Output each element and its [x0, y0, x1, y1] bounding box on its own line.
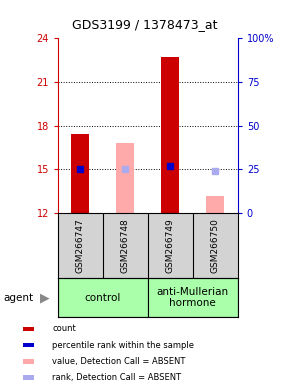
Text: anti-Mullerian
hormone: anti-Mullerian hormone — [157, 287, 229, 308]
Bar — [58, 278, 148, 317]
Text: percentile rank within the sample: percentile rank within the sample — [52, 341, 194, 349]
Bar — [161, 57, 179, 213]
Text: value, Detection Call = ABSENT: value, Detection Call = ABSENT — [52, 357, 186, 366]
Bar — [148, 278, 238, 317]
Bar — [23, 359, 35, 364]
Text: GSM266747: GSM266747 — [76, 218, 85, 273]
Bar — [71, 134, 89, 213]
Bar — [206, 196, 224, 213]
Text: control: control — [85, 293, 121, 303]
Text: GSM266748: GSM266748 — [121, 218, 130, 273]
Text: rank, Detection Call = ABSENT: rank, Detection Call = ABSENT — [52, 373, 181, 382]
Text: count: count — [52, 324, 76, 333]
Bar — [23, 375, 35, 380]
Text: GSM266749: GSM266749 — [166, 218, 175, 273]
Text: ▶: ▶ — [40, 291, 50, 304]
Bar — [23, 326, 35, 331]
Text: GDS3199 / 1378473_at: GDS3199 / 1378473_at — [72, 18, 218, 31]
Text: GSM266750: GSM266750 — [211, 218, 220, 273]
Bar — [117, 143, 135, 213]
Bar — [23, 343, 35, 348]
Text: agent: agent — [3, 293, 33, 303]
